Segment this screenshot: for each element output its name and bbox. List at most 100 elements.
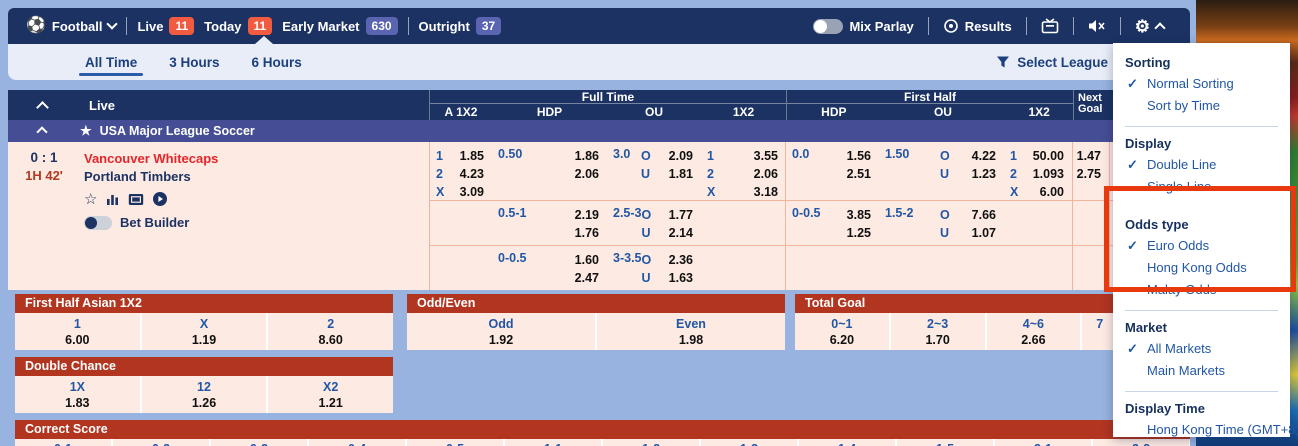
nav-item-today[interactable]: Today 11	[204, 17, 273, 35]
odds-button[interactable]: U 1.07	[940, 224, 996, 242]
menu-item-hong-kong-time[interactable]: Hong Kong Time (GMT+8)	[1125, 419, 1298, 441]
stats-bars-icon[interactable]	[106, 193, 119, 206]
menu-item-main-markets[interactable]: Main Markets	[1125, 360, 1278, 382]
odds-button[interactable]: 1.25	[846, 226, 871, 240]
menu-item-label: Sort by Time	[1147, 98, 1220, 113]
league-name[interactable]: USA Major League Soccer	[99, 124, 255, 138]
nav-item-outright[interactable]: Outright 37	[419, 17, 502, 35]
menu-section-odds-type: Odds type ✓ Euro Odds Hong Kong Odds Mala…	[1125, 200, 1278, 303]
tab-6-hours[interactable]: 6 Hours	[251, 54, 302, 70]
favorite-star-icon[interactable]: ☆	[84, 190, 98, 208]
menu-item-sort-by-time[interactable]: Sort by Time	[1125, 95, 1278, 117]
odds-button[interactable]: 2.06	[574, 167, 599, 181]
odds-button[interactable]: O 7.66	[940, 206, 996, 224]
ft-1x2-cell	[701, 201, 786, 245]
tab-3-hours[interactable]: 3 Hours	[169, 54, 220, 70]
goal-line: 3-3.5	[613, 251, 642, 265]
play-circle-icon[interactable]	[153, 192, 168, 206]
odds-button[interactable]: 4~6 2.66	[987, 313, 1083, 350]
menu-item-all-markets[interactable]: ✓ All Markets	[1125, 338, 1278, 360]
odds-value: 4.23	[459, 167, 484, 181]
tv-stream-icon[interactable]	[1041, 18, 1059, 34]
results-button[interactable]: Results	[943, 18, 1012, 34]
nav-item-early-market[interactable]: Early Market 630	[282, 17, 398, 35]
odds-button[interactable]: 1 1.85	[436, 147, 484, 165]
odds-button[interactable]: 2.19	[574, 208, 599, 222]
menu-item-hong-kong-odds[interactable]: Hong Kong Odds	[1125, 257, 1278, 279]
check-icon: ✓	[1127, 341, 1138, 356]
odds-button[interactable]: 2.51	[846, 167, 871, 181]
odds-button[interactable]: X 1.19	[142, 313, 269, 350]
tab-all-time[interactable]: All Time	[78, 46, 144, 79]
odds-button[interactable]: 1.56	[846, 149, 871, 163]
odds-button[interactable]: O 1.77	[642, 206, 694, 224]
collapse-chevron-icon[interactable]	[36, 101, 49, 114]
odds-button[interactable]: 0~1 6.20	[795, 313, 891, 350]
live-tv-icon[interactable]	[128, 193, 144, 206]
odds-button[interactable]: 1 6.00	[15, 313, 142, 350]
odds-value: 2.06	[753, 167, 778, 181]
nav-item-live[interactable]: Live 11	[137, 17, 195, 35]
section-odd-even: Odd/Even Odd 1.92 Even 1.98	[407, 294, 785, 350]
odds-button[interactable]: 2.75	[1076, 167, 1101, 181]
odds-button[interactable]: 2 4.23	[436, 165, 484, 183]
menu-item-my-computer-time[interactable]: ✓ My Computer Time	[1125, 441, 1278, 446]
odds-button[interactable]: X 3.09	[436, 183, 484, 201]
star-icon[interactable]: ★	[80, 123, 92, 138]
odds-button[interactable]: 1.76	[574, 226, 599, 240]
menu-item-single-line[interactable]: Single Line	[1125, 176, 1278, 198]
odds-button[interactable]: 2 8.60	[268, 313, 393, 350]
odds-button[interactable]: 2 2.06	[707, 165, 778, 183]
mute-speaker-icon[interactable]	[1088, 18, 1106, 34]
odds-button[interactable]: 2 1.093	[1010, 165, 1064, 183]
next-goal-cell	[1072, 246, 1109, 290]
odds-button[interactable]: 3.85	[846, 208, 871, 222]
menu-item-label: All Markets	[1147, 341, 1212, 356]
odds-button[interactable]: U 1.23	[940, 165, 996, 183]
odds-button[interactable]: 12 1.26	[142, 376, 269, 413]
odds-button[interactable]: X 3.18	[707, 183, 778, 201]
odds-button[interactable]: 7	[1082, 313, 1190, 350]
odds-button[interactable]: U 1.81	[641, 165, 693, 183]
mix-parlay-toggle[interactable]	[813, 18, 844, 34]
selection-label: 7	[1096, 317, 1104, 331]
odds-button[interactable]: 1.86	[574, 149, 599, 163]
odds-button[interactable]: 1.47	[1076, 149, 1101, 163]
odds-button[interactable]: O 2.09	[641, 147, 693, 165]
score-option: 2:1	[995, 439, 1093, 446]
results-label: Results	[964, 18, 1012, 34]
odds-button[interactable]: U 1.63	[642, 269, 694, 287]
menu-item-normal-sorting[interactable]: ✓ Normal Sorting	[1125, 73, 1278, 95]
odds-button[interactable]: 1 50.00	[1010, 147, 1064, 165]
odds-button[interactable]: 1.60	[574, 253, 599, 267]
odds-button[interactable]: Odd 1.92	[407, 313, 597, 350]
odds-button[interactable]: 2~3 1.70	[891, 313, 987, 350]
sport-selector[interactable]: ⚽ Football	[26, 18, 119, 34]
odds-button[interactable]: O 2.36	[642, 251, 694, 269]
menu-item-malay-odds[interactable]: Malay Odds	[1125, 279, 1278, 301]
menu-item-label: My Computer Time	[1147, 444, 1257, 446]
menu-item-euro-odds[interactable]: ✓ Euro Odds	[1125, 235, 1278, 257]
selection-label: X	[1010, 185, 1019, 199]
menu-section-title: Display Time	[1125, 401, 1205, 416]
odds-button[interactable]: O 4.22	[940, 147, 996, 165]
group-columns: HDP OU 1X2	[787, 104, 1073, 120]
header-groups: Full Time A 1X2 HDP OU 1X2 First Half HD…	[430, 90, 1190, 120]
settings-button[interactable]: ⚙	[1135, 18, 1166, 35]
count-badge: 11	[169, 17, 195, 35]
odds-button[interactable]: Even 1.98	[597, 313, 785, 350]
collapse-chevron-icon[interactable]	[36, 126, 48, 138]
odds-button[interactable]: U 2.14	[642, 224, 694, 242]
odds-button[interactable]: 1X 1.83	[15, 376, 142, 413]
odds-button[interactable]: 1 3.55	[707, 147, 778, 165]
table-filler	[1109, 142, 1190, 200]
next-goal-group: Next Goal	[1073, 90, 1110, 120]
menu-item-double-line[interactable]: ✓ Double Line	[1125, 154, 1278, 176]
menu-item-label: Double Line	[1147, 157, 1217, 172]
select-league-button[interactable]: Select League	[996, 55, 1190, 70]
bet-builder-toggle[interactable]	[84, 215, 112, 230]
odds-button[interactable]: X2 1.21	[268, 376, 393, 413]
odds-button[interactable]: 2.47	[574, 271, 599, 285]
select-league-label: Select League	[1017, 54, 1108, 70]
odds-button[interactable]: X 6.00	[1010, 183, 1064, 201]
